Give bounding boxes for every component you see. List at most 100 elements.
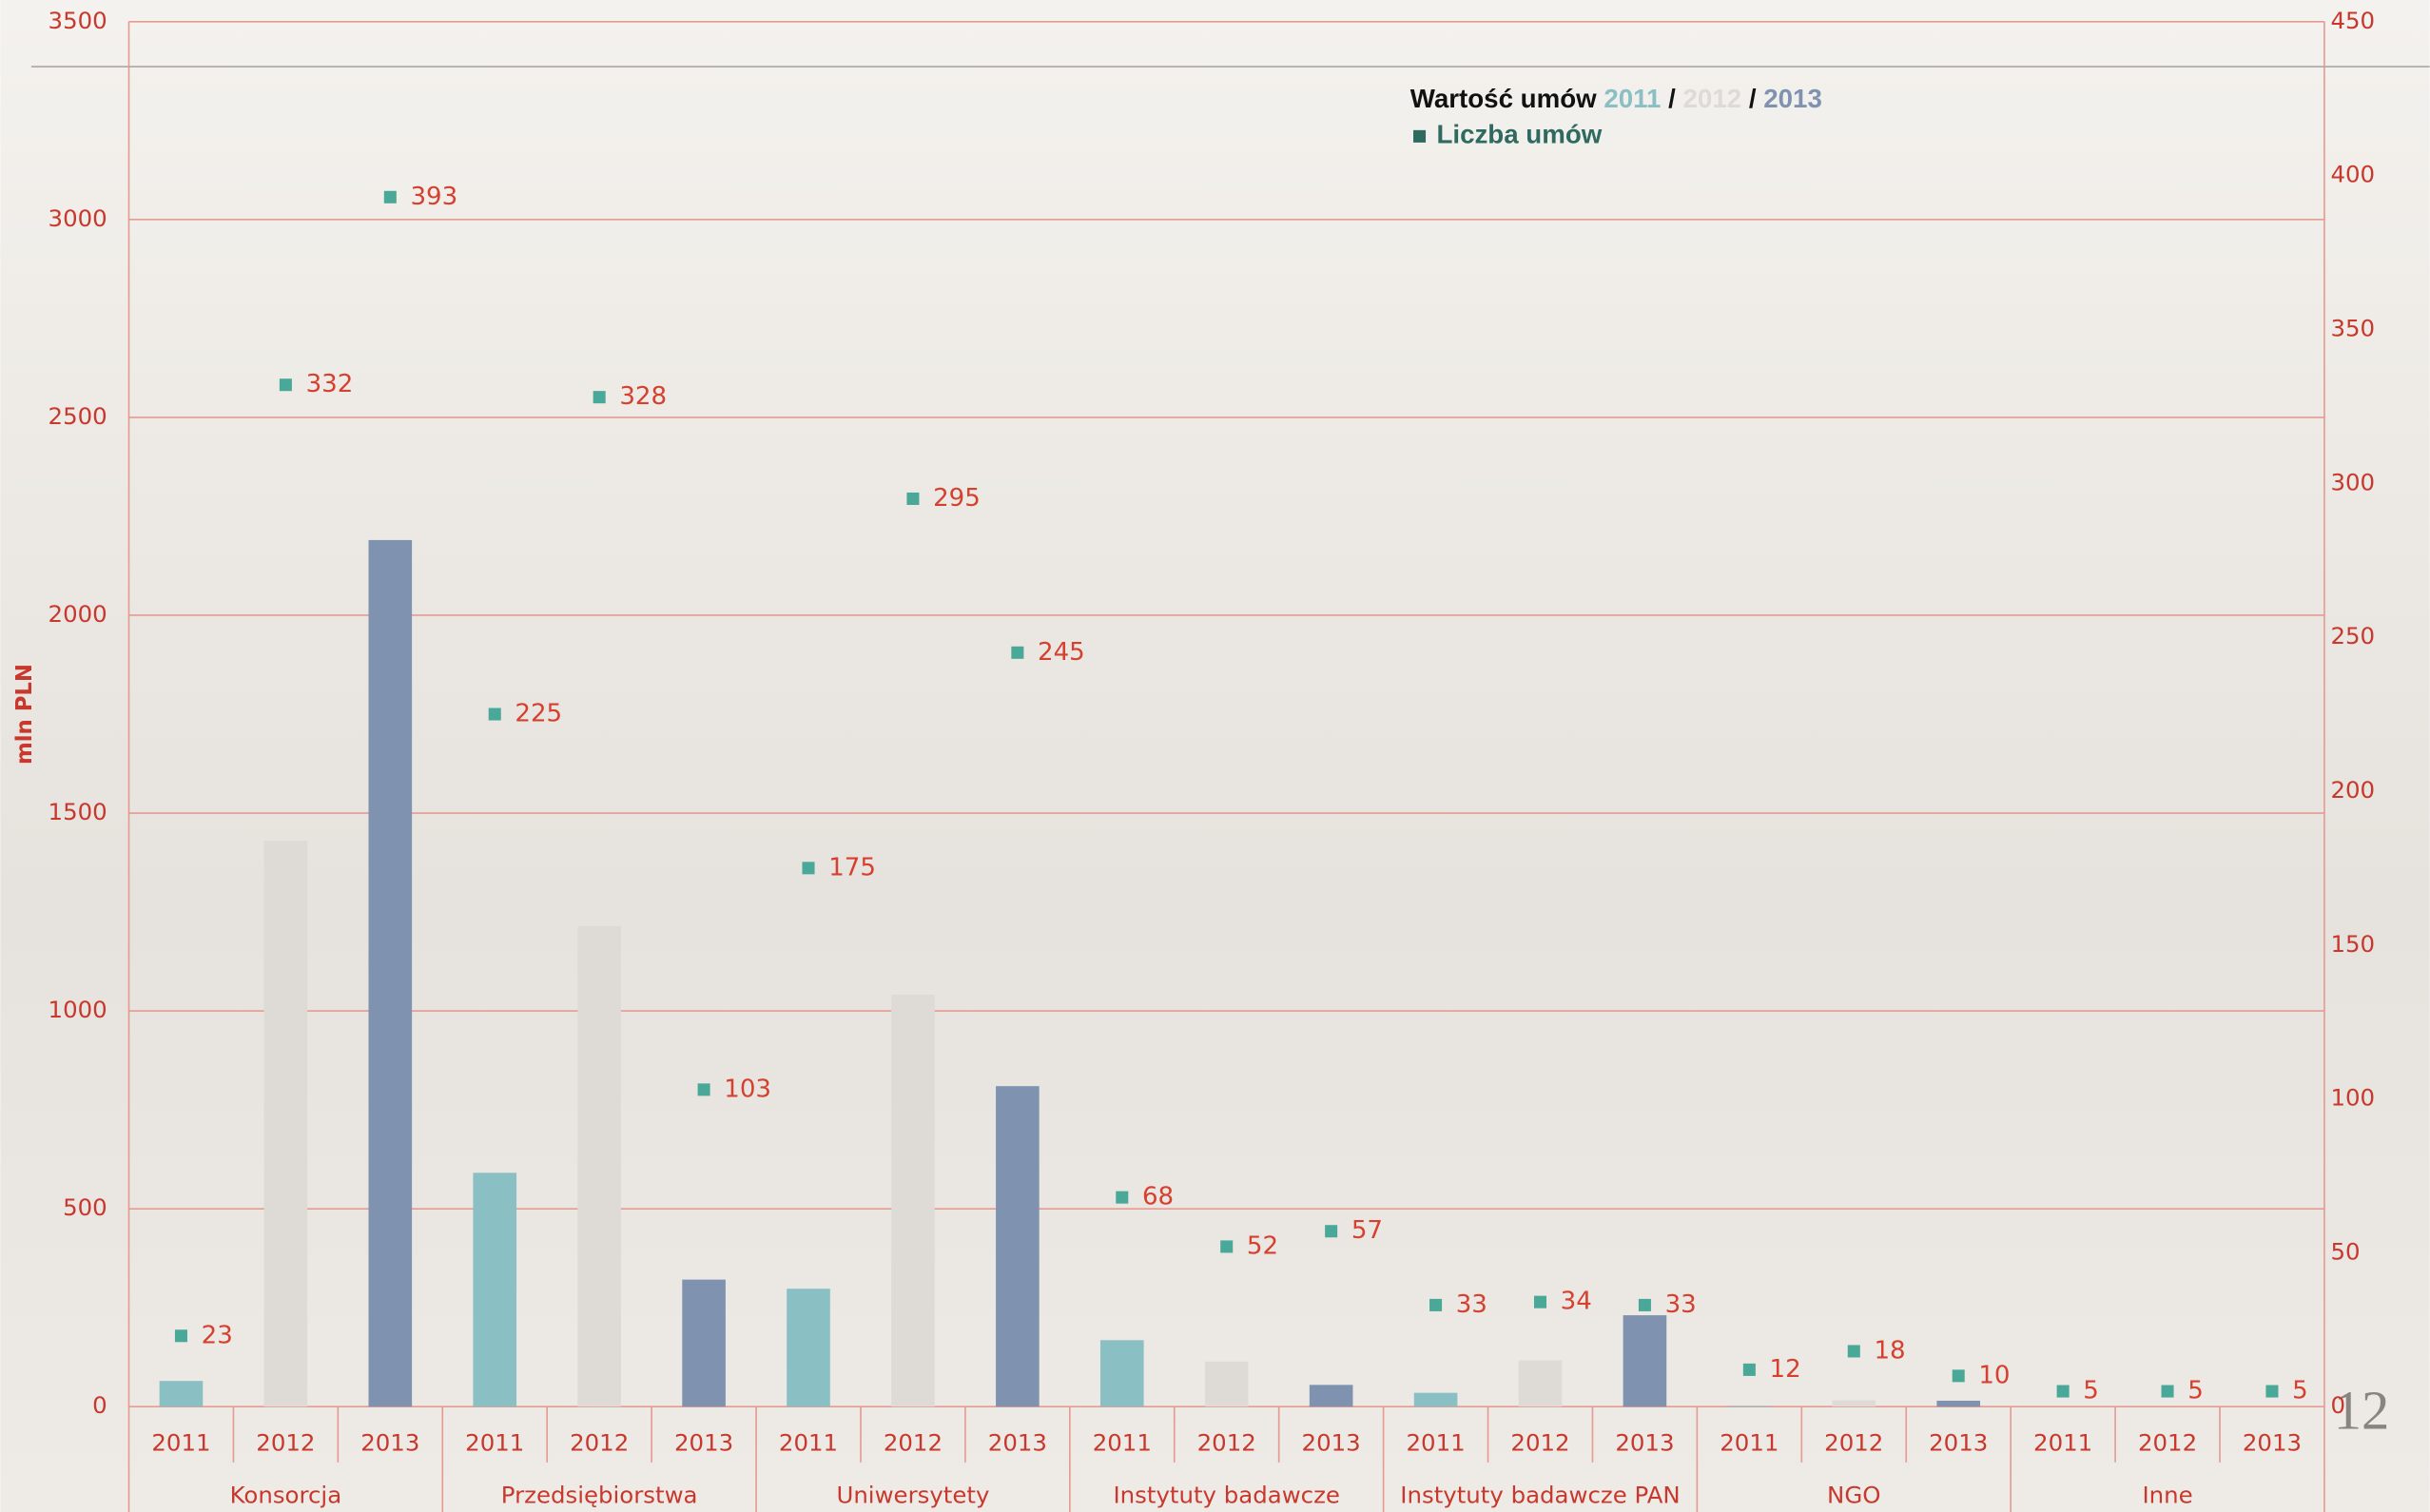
group-label: Instytuty badawcze PAN [1400,1482,1680,1509]
count-marker [488,708,501,721]
bar [1623,1315,1667,1407]
count-marker [2265,1385,2279,1398]
count-label: 12 [1770,1355,1801,1384]
bar [1099,1340,1144,1407]
y2-tick-label: 200 [2330,776,2375,804]
y2-tick-label: 350 [2330,314,2375,341]
x-tick-label: 2013 [674,1428,733,1456]
y-tick-label: 2000 [49,600,107,628]
x-tick-label: 2011 [1093,1428,1152,1456]
x-tick-label: 2013 [1929,1428,1988,1456]
count-label: 103 [724,1075,771,1103]
count-label: 57 [1351,1216,1383,1245]
count-marker [1638,1298,1651,1311]
count-label: 23 [202,1321,233,1349]
y-tick-label: 1500 [49,798,107,825]
x-tick-label: 2012 [884,1428,943,1456]
page-number: 12 [2334,1379,2390,1441]
count-marker [1429,1298,1443,1311]
legend-entry: / [1668,84,1676,113]
bar [682,1279,726,1407]
legend-entry: Liczba umów [1436,120,1602,149]
bar [1204,1361,1249,1407]
count-marker [1952,1369,1965,1383]
legend-entry: 2013 [1763,84,1822,113]
x-tick-label: 2013 [1615,1428,1674,1456]
legend-entry: 2012 [1683,84,1742,113]
y2-tick-label: 0 [2330,1391,2345,1419]
group-label: Uniwersytety [836,1482,989,1509]
count-marker [174,1329,187,1343]
y-tick-label: 500 [63,1193,107,1221]
x-tick-label: 2012 [2138,1428,2197,1456]
bar [787,1289,830,1407]
bar [891,995,935,1407]
x-tick-label: 2013 [988,1428,1047,1456]
legend-swatch [1413,129,1427,143]
y-tick-label: 3500 [49,7,107,34]
x-tick-label: 2011 [465,1428,524,1456]
y2-tick-label: 100 [2330,1084,2375,1112]
x-tick-label: 2011 [1720,1428,1779,1456]
x-tick-label: 2012 [1824,1428,1883,1456]
count-label: 225 [515,700,562,728]
count-marker [1533,1295,1547,1308]
bar [996,1086,1040,1407]
x-tick-label: 2011 [779,1428,838,1456]
count-marker [1220,1240,1234,1253]
count-label: 34 [1561,1288,1592,1316]
y2-tick-label: 400 [2330,161,2375,188]
y2-tick-label: 250 [2330,622,2375,649]
bar [159,1381,204,1407]
group-label: Inne [2142,1482,2192,1509]
x-tick-label: 2011 [1406,1428,1465,1456]
bar [263,841,308,1407]
x-tick-label: 2012 [1197,1428,1256,1456]
bar [1309,1385,1353,1407]
bar [1413,1392,1458,1407]
x-tick-label: 2011 [151,1428,210,1456]
count-marker [1011,646,1024,659]
count-marker [802,862,815,875]
count-label: 245 [1038,638,1085,667]
count-label: 295 [933,484,981,513]
x-tick-label: 2013 [360,1428,419,1456]
count-label: 10 [1978,1361,2010,1389]
count-marker [1847,1345,1860,1358]
count-label: 18 [1874,1336,1905,1365]
count-label: 68 [1142,1183,1174,1212]
bar [473,1173,517,1407]
group-label: Instytuty badawcze [1113,1482,1339,1509]
y-tick-label: 1000 [49,996,107,1023]
y-axis-label: mln PLN [12,664,37,765]
x-tick-label: 2012 [570,1428,629,1456]
y2-tick-label: 450 [2330,7,2375,34]
y-tick-label: 2500 [49,402,107,430]
count-label: 33 [1456,1290,1487,1319]
count-label: 52 [1247,1231,1278,1260]
count-marker [1116,1191,1129,1204]
legend-entry: / [1749,84,1757,113]
group-label: NGO [1827,1482,1880,1509]
x-tick-label: 2012 [1510,1428,1569,1456]
count-marker [2056,1385,2070,1398]
bar [368,539,413,1407]
count-marker [1742,1363,1756,1376]
count-marker [2161,1385,2174,1398]
group-label: Przedsiębiorstwa [501,1482,698,1509]
x-tick-label: 2012 [256,1428,315,1456]
count-marker [697,1083,710,1096]
count-marker [906,492,920,505]
bar [1936,1400,1981,1407]
x-tick-label: 2013 [2243,1428,2302,1456]
count-label: 5 [2187,1377,2204,1405]
count-label: 5 [2083,1377,2099,1405]
y-tick-label: 0 [92,1391,107,1419]
y2-tick-label: 150 [2330,930,2375,958]
x-tick-label: 2013 [1302,1428,1361,1456]
y-tick-label: 3000 [49,204,107,232]
count-marker [279,378,292,392]
bar [1518,1360,1563,1407]
count-marker [593,391,606,404]
